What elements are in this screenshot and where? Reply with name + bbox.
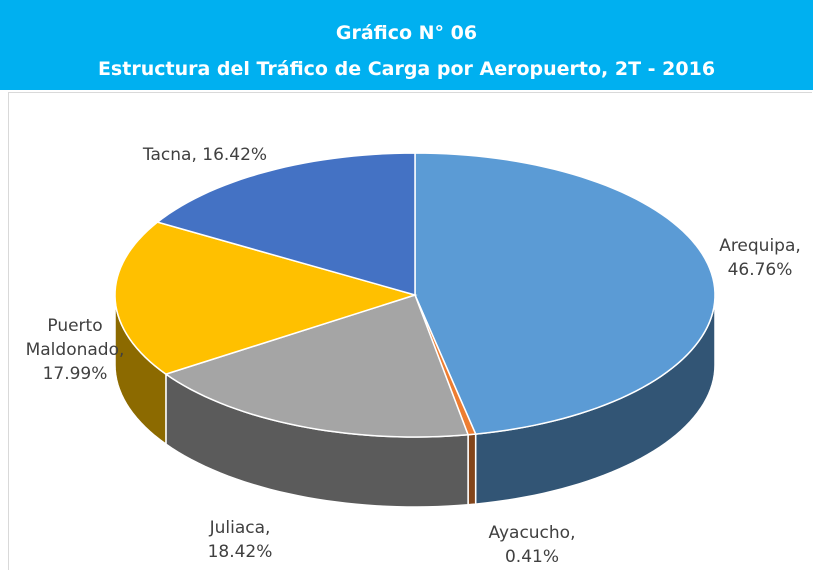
chart-title: Gráfico N° 06 [335, 22, 478, 44]
slice [155, 152, 416, 296]
data-label: Tacna, 16.42% [142, 145, 268, 165]
slice-side [467, 433, 477, 506]
slice [114, 221, 418, 375]
data-label: Ayacucho, 0.41% [488, 523, 576, 567]
slice [164, 294, 470, 438]
data-label: Juliaca, 18.42% [207, 518, 273, 562]
chart-frame [8, 92, 812, 570]
data-label: Puerto Maldonado, 17.99% [25, 316, 125, 384]
title-bar: Gráfico N° 06 Estructura del Tráfico de … [0, 0, 813, 90]
slice [414, 152, 716, 435]
data-label: Arequipa, 46.76% [719, 236, 801, 280]
chart-subtitle: Estructura del Tráfico de Carga por Aero… [97, 58, 716, 80]
